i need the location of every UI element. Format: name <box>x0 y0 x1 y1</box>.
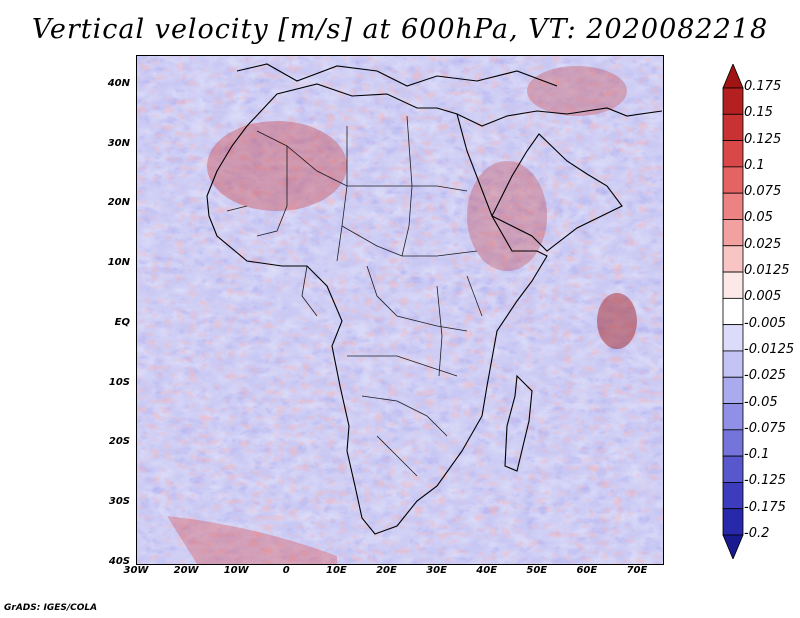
ascent-region-arabia <box>467 161 547 271</box>
map-title: Vertical velocity [m/s] at 600hPa, VT: 2… <box>31 14 769 45</box>
arabia-coastline <box>491 133 623 252</box>
colorbar-tick-label: 0.005 <box>744 289 782 305</box>
europe-coastline <box>236 63 558 87</box>
lat-tick-label: 30S <box>108 496 130 508</box>
colorbar-segment <box>722 482 744 510</box>
lat-tick-label: 10N <box>107 257 130 269</box>
lat-tick-label: 10S <box>108 376 130 388</box>
lon-tick-label: 10W <box>223 565 249 576</box>
ascent-region-sahara <box>207 121 347 211</box>
lat-tick-label: 20N <box>107 197 130 209</box>
colorbar-tick-label: 0.15 <box>744 105 773 121</box>
lon-tick-label: 20W <box>173 565 199 576</box>
madagascar-coastline <box>504 374 533 472</box>
ascent-region-indian-ocean <box>597 293 637 349</box>
ascent-region-iran <box>527 66 627 116</box>
colorbar-tick-label: -0.005 <box>744 315 786 331</box>
field-noise-ascent <box>137 56 663 564</box>
colorbar <box>722 64 744 559</box>
colorbar-tick-label: 0.125 <box>744 131 782 147</box>
footer-credit: GrADS: IGES/COLA <box>4 603 98 613</box>
colorbar-segment <box>722 534 744 559</box>
colorbar-tick-label: 0.0125 <box>744 263 790 279</box>
coastlines <box>206 63 663 535</box>
colorbar-tick-label: -0.1 <box>744 447 770 463</box>
colorbar-tick-label: -0.05 <box>744 394 778 410</box>
colorbar-tick-label: 0.05 <box>744 210 773 226</box>
ascent-band-south-atlantic <box>167 516 337 564</box>
lat-tick-label: EQ <box>114 316 130 328</box>
colorbar-tick-label: 0.1 <box>744 157 765 173</box>
lon-tick-label: 30W <box>123 565 149 576</box>
lon-tick-label: 20E <box>376 565 397 576</box>
colorbar-segment <box>722 324 744 352</box>
colorbar-segment <box>722 376 744 404</box>
colorbar-segment <box>722 219 744 247</box>
colorbar-segment <box>722 245 744 273</box>
colorbar-segment <box>722 166 744 194</box>
colorbar-segment <box>722 140 744 168</box>
colorbar-tick-label: -0.125 <box>744 473 786 489</box>
lon-tick-label: 70E <box>626 565 648 576</box>
lon-tick-label: 40E <box>476 565 498 576</box>
country-borders <box>226 115 483 477</box>
colorbar-segment <box>722 297 744 326</box>
colorbar-segment <box>722 87 744 115</box>
colorbar-tick-label: 0.175 <box>744 79 782 94</box>
colorbar-segment <box>722 429 744 457</box>
colorbar-segment <box>722 455 744 483</box>
colorbar-segment <box>722 350 744 378</box>
colorbar-segment <box>722 271 744 299</box>
lat-tick-label: 40S <box>108 556 130 567</box>
colorbar-tick-label: -0.175 <box>744 499 786 515</box>
lon-tick-label: 50E <box>526 565 548 576</box>
colorbar-segment <box>722 508 744 536</box>
colorbar-segment <box>722 64 744 89</box>
asia-coastline <box>456 107 663 127</box>
colorbar-segment <box>722 113 744 141</box>
lat-tick-label: 20S <box>108 436 130 448</box>
lon-tick-label: 60E <box>576 565 598 576</box>
vertical-velocity-map <box>137 56 663 564</box>
lon-tick-label: 0 <box>282 565 290 576</box>
colorbar-tick-label: -0.0125 <box>744 341 795 357</box>
colorbar-tick-label: 0.075 <box>744 184 782 200</box>
lon-tick-label: 30E <box>426 565 447 576</box>
lat-tick-label: 40N <box>107 77 130 89</box>
lat-tick-label: 30N <box>107 137 130 149</box>
lon-tick-label: 10E <box>326 565 347 576</box>
colorbar-tick-label: 0.025 <box>744 236 782 252</box>
colorbar-tick-label: -0.2 <box>744 526 770 541</box>
colorbar-segment <box>722 403 744 431</box>
colorbar-segment <box>722 192 744 220</box>
colorbar-tick-label: -0.075 <box>744 420 786 436</box>
map-area <box>136 55 664 565</box>
colorbar-tick-label: -0.025 <box>744 368 786 384</box>
africa-coastline <box>206 83 548 535</box>
